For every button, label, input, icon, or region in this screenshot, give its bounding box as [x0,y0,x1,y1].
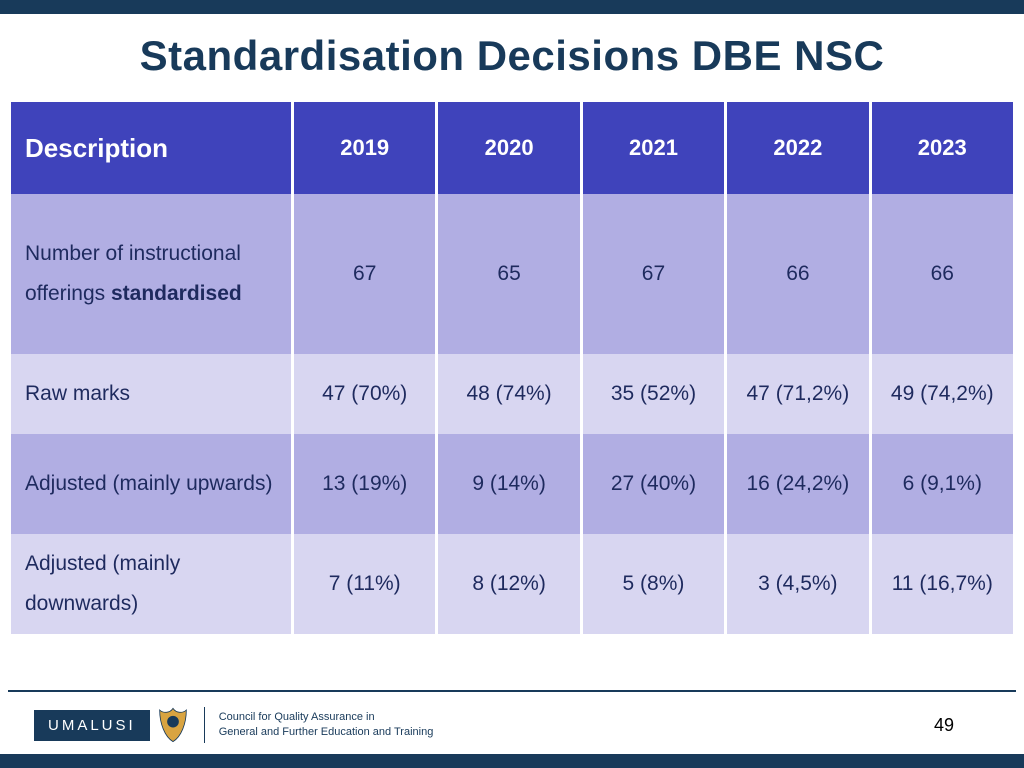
row-desc: Adjusted (mainly downwards) [11,534,291,634]
row-desc: Raw marks [11,354,291,434]
crest-icon [156,705,190,745]
cell: 13 (19%) [294,434,435,534]
footer-content: UMALUSI Council for Quality Assurance in… [0,700,1024,750]
bottom-accent-bar [0,754,1024,768]
umalusi-logo: UMALUSI [34,710,150,741]
footer-logo-group: UMALUSI Council for Quality Assurance in… [34,705,433,745]
cell: 5 (8%) [583,534,724,634]
row-desc: Number of instructional offerings standa… [11,194,291,354]
cell: 66 [727,194,868,354]
col-header-2023: 2023 [872,102,1013,194]
cell: 49 (74,2%) [872,354,1013,434]
col-header-2022: 2022 [727,102,868,194]
cell: 7 (11%) [294,534,435,634]
cell: 27 (40%) [583,434,724,534]
col-header-2019: 2019 [294,102,435,194]
table-row: Adjusted (mainly downwards) 7 (11%) 8 (1… [11,534,1013,634]
footer-divider [8,690,1016,692]
top-accent-bar [0,0,1024,14]
cell: 11 (16,7%) [872,534,1013,634]
cell: 47 (70%) [294,354,435,434]
cell: 67 [583,194,724,354]
footer-tagline: Council for Quality Assurance in General… [219,710,434,740]
cell: 35 (52%) [583,354,724,434]
table-container: Description 2019 2020 2021 2022 2023 Num… [0,102,1024,634]
cell: 9 (14%) [438,434,579,534]
table-header-row: Description 2019 2020 2021 2022 2023 [11,102,1013,194]
cell: 16 (24,2%) [727,434,868,534]
table-row: Adjusted (mainly upwards) 13 (19%) 9 (14… [11,434,1013,534]
cell: 3 (4,5%) [727,534,868,634]
slide-title: Standardisation Decisions DBE NSC [0,14,1024,102]
cell: 67 [294,194,435,354]
col-header-2021: 2021 [583,102,724,194]
table-row: Raw marks 47 (70%) 48 (74%) 35 (52%) 47 … [11,354,1013,434]
col-header-description: Description [11,102,291,194]
slide-footer: UMALUSI Council for Quality Assurance in… [0,690,1024,768]
cell: 65 [438,194,579,354]
cell: 66 [872,194,1013,354]
table-row: Number of instructional offerings standa… [11,194,1013,354]
row-desc: Adjusted (mainly upwards) [11,434,291,534]
cell: 48 (74%) [438,354,579,434]
page-number: 49 [934,715,954,736]
footer-separator [204,707,205,743]
cell: 6 (9,1%) [872,434,1013,534]
col-header-2020: 2020 [438,102,579,194]
cell: 8 (12%) [438,534,579,634]
cell: 47 (71,2%) [727,354,868,434]
standardisation-table: Description 2019 2020 2021 2022 2023 Num… [8,102,1016,634]
